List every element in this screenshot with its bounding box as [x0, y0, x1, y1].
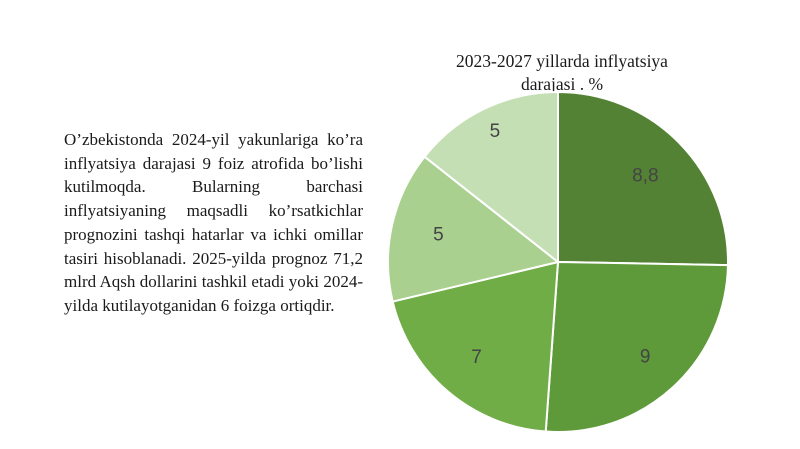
pie-slice-2	[544, 260, 729, 433]
description-paragraph: O’zbekistonda 2024-yil yakunlariga ko’ra…	[64, 130, 363, 315]
pie-slice-1	[557, 90, 729, 267]
pie-label-3: 7	[471, 347, 482, 368]
pie-label-1: 8,8	[632, 165, 658, 186]
pie-label-5: 5	[490, 121, 501, 142]
pie-slice-5	[423, 90, 559, 265]
chart-title: 2023-2027 yillarda inflyatsiya darajasi …	[456, 51, 668, 94]
pie-labels: 8,8 9 7 5 5	[433, 121, 658, 368]
pie-slice-4	[387, 155, 561, 303]
pie-slice-3	[391, 260, 560, 433]
pie-label-2: 9	[640, 346, 651, 367]
pie-slices	[387, 90, 729, 433]
pie-label-4: 5	[433, 225, 444, 246]
